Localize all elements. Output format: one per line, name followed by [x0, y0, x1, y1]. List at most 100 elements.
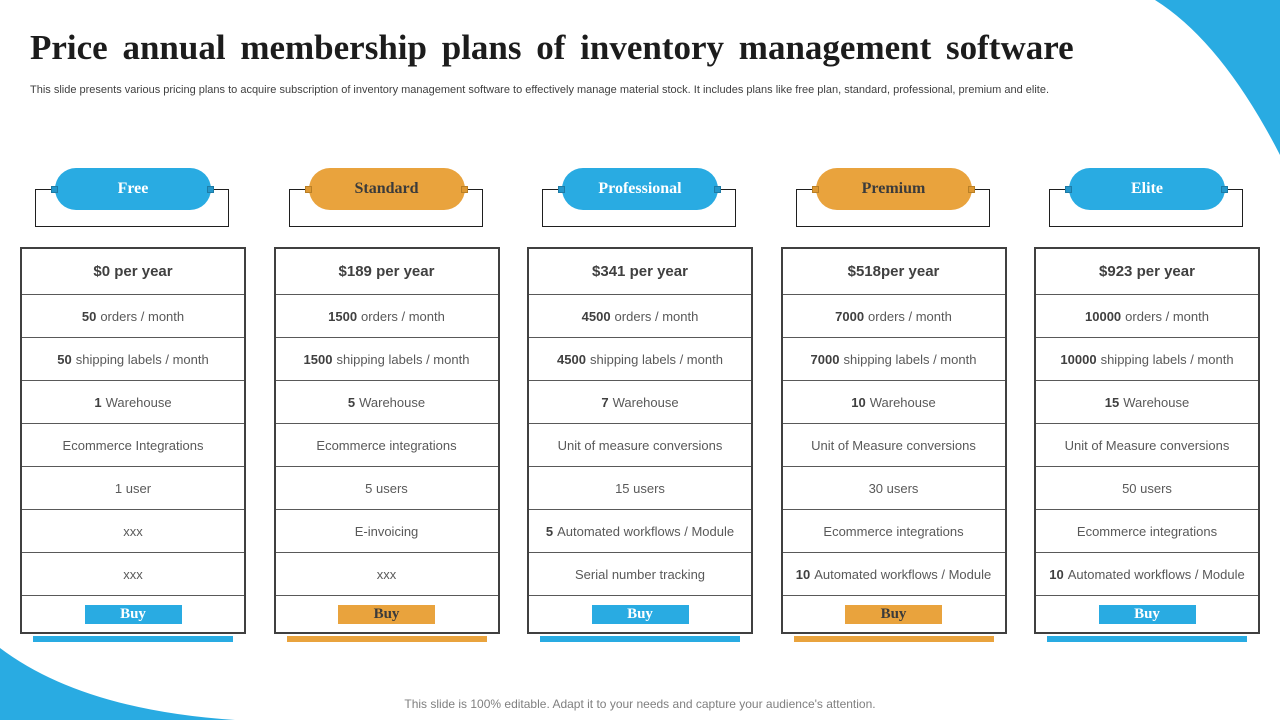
- plan-feature-cell: 10000 shipping labels / month: [1036, 337, 1258, 380]
- plan-feature-cell: 50 shipping labels / month: [22, 337, 244, 380]
- plan-feature-cell: Unit of Measure conversions: [782, 423, 1005, 466]
- plan-feature-cell: 7000 orders / month: [782, 294, 1005, 337]
- plan-table: $923 per year 10000 orders / month 10000 shi…: [1034, 247, 1260, 634]
- feature-quantity: 10: [1049, 566, 1064, 582]
- plan-name-label: Premium: [861, 180, 926, 197]
- accent-underbar: [793, 636, 994, 642]
- feature-quantity: 7: [601, 394, 609, 410]
- plan-feature-cell: 50 users: [1036, 466, 1258, 509]
- feature-text: orders / month: [868, 308, 952, 324]
- plan-buy-row: Buy: [275, 595, 498, 632]
- connector-handle-right: [967, 186, 975, 193]
- plan-feature-cell: E-invoicing: [275, 509, 498, 552]
- feature-text: 5 users: [365, 480, 408, 496]
- footer-note: This slide is 100% editable. Adapt it to…: [404, 697, 876, 711]
- plan-feature-cell: 7000 shipping labels / month: [782, 337, 1005, 380]
- feature-text: orders / month: [1125, 308, 1209, 324]
- plan-buy-row: Buy: [782, 595, 1005, 632]
- plan-header: Free: [20, 168, 246, 227]
- connector-handle-left: [811, 186, 819, 193]
- plan-name-pill: Professional: [562, 168, 718, 210]
- plan-feature-cell: 4500 shipping labels / month: [529, 337, 751, 380]
- buy-button[interactable]: Buy: [1098, 604, 1196, 624]
- feature-quantity: 4500: [557, 351, 586, 367]
- feature-quantity: 5: [545, 523, 554, 539]
- feature-text: shipping labels / month: [336, 351, 470, 367]
- feature-text: Ecommerce Integrations: [62, 437, 204, 453]
- feature-text: Automated workflows / Module: [814, 566, 992, 582]
- plan-name-pill: Standard: [308, 168, 465, 210]
- feature-quantity: 10000: [1060, 351, 1097, 367]
- feature-quantity: 5: [347, 394, 356, 410]
- feature-quantity: 7000: [810, 351, 840, 367]
- plan-feature-cell: 10 Automated workflows / Module: [1036, 552, 1258, 595]
- plan-feature-cell: 1500 shipping labels / month: [275, 337, 498, 380]
- feature-text: 30 users: [868, 480, 919, 496]
- feature-text: orders / month: [361, 308, 445, 324]
- plan-feature-cell: 10 Warehouse: [782, 380, 1005, 423]
- feature-quantity: 10: [795, 566, 811, 582]
- feature-text: 50 users: [1122, 480, 1172, 496]
- buy-button[interactable]: Buy: [591, 604, 689, 624]
- feature-quantity: 1: [94, 394, 102, 410]
- feature-text: xxx: [123, 523, 143, 539]
- plan-table: $0 per year 50 orders / month 50 shipping la…: [20, 247, 246, 634]
- buy-button[interactable]: Buy: [338, 604, 435, 624]
- plan-table: $518per year 7000 orders / month 7000 shippi…: [780, 247, 1007, 634]
- plan-column-free: Free $0 per year 50 orders / month 50 shippin…: [20, 168, 246, 642]
- feature-text: Warehouse: [869, 394, 936, 410]
- feature-text: Ecommerce integrations: [1076, 523, 1218, 539]
- plan-table: $341 per year 4500 orders / month 4500 shipp…: [527, 247, 753, 634]
- plan-feature-cell: Ecommerce integrations: [1036, 509, 1258, 552]
- feature-quantity: 4500: [581, 308, 611, 324]
- plan-buy-row: Buy: [22, 595, 244, 632]
- plan-feature-cell: Serial number tracking: [529, 552, 751, 595]
- feature-text: shipping labels / month: [843, 351, 977, 367]
- plan-feature-cell: 50 orders / month: [22, 294, 244, 337]
- feature-text: Warehouse: [1123, 394, 1190, 410]
- plan-header: Premium: [781, 168, 1007, 227]
- feature-text: Unit of Measure conversions: [811, 437, 976, 453]
- buy-button[interactable]: Buy: [84, 604, 182, 624]
- feature-text: shipping labels / month: [589, 351, 723, 367]
- plan-feature-cell: xxx: [22, 509, 244, 552]
- feature-text: 15 users: [615, 480, 665, 496]
- feature-text: orders / month: [100, 308, 185, 324]
- plan-feature-cell: 15 users: [529, 466, 751, 509]
- connector-handle-left: [304, 186, 312, 193]
- plan-price-cell: $189 per year: [338, 263, 435, 280]
- plan-feature-cell: Ecommerce integrations: [782, 509, 1005, 552]
- plan-feature-cell: 1 Warehouse: [22, 380, 244, 423]
- connector-handle-right: [207, 186, 214, 193]
- feature-quantity: 50: [81, 308, 97, 324]
- buy-button[interactable]: Buy: [845, 604, 942, 624]
- connector-handle-right: [1221, 186, 1228, 193]
- plan-header: Standard: [274, 168, 500, 227]
- plan-name-pill: Elite: [1069, 168, 1225, 210]
- accent-underbar: [33, 636, 233, 642]
- plan-feature-cell: 5 Warehouse: [275, 380, 498, 423]
- plan-feature-cell: 10 Automated workflows / Module: [782, 552, 1005, 595]
- feature-text: Automated workflows / Module: [1067, 566, 1245, 582]
- plan-feature-cell: 5 Automated workflows / Module: [529, 509, 751, 552]
- plan-buy-row: Buy: [529, 595, 751, 632]
- feature-text: Unit of measure conversions: [557, 437, 723, 453]
- connector-handle-left: [1065, 186, 1072, 193]
- plan-price-cell: $341 per year: [592, 263, 688, 280]
- plan-feature-cell: 5 users: [275, 466, 498, 509]
- feature-quantity: 1500: [303, 351, 333, 367]
- plan-feature-cell: 1 user: [22, 466, 244, 509]
- feature-text: xxx: [123, 566, 143, 582]
- feature-quantity: 15: [1104, 394, 1120, 410]
- connector-handle-left: [558, 186, 565, 193]
- connector-handle-right: [714, 186, 721, 193]
- plan-name-label: Free: [117, 180, 149, 197]
- feature-text: shipping labels / month: [75, 351, 209, 367]
- plan-feature-cell: 30 users: [782, 466, 1005, 509]
- plan-feature-cell: xxx: [275, 552, 498, 595]
- feature-quantity: 50: [57, 351, 72, 367]
- connector-handle-left: [51, 186, 58, 193]
- accent-underbar: [286, 636, 487, 642]
- feature-text: Unit of Measure conversions: [1064, 437, 1230, 453]
- feature-text: Warehouse: [359, 394, 426, 410]
